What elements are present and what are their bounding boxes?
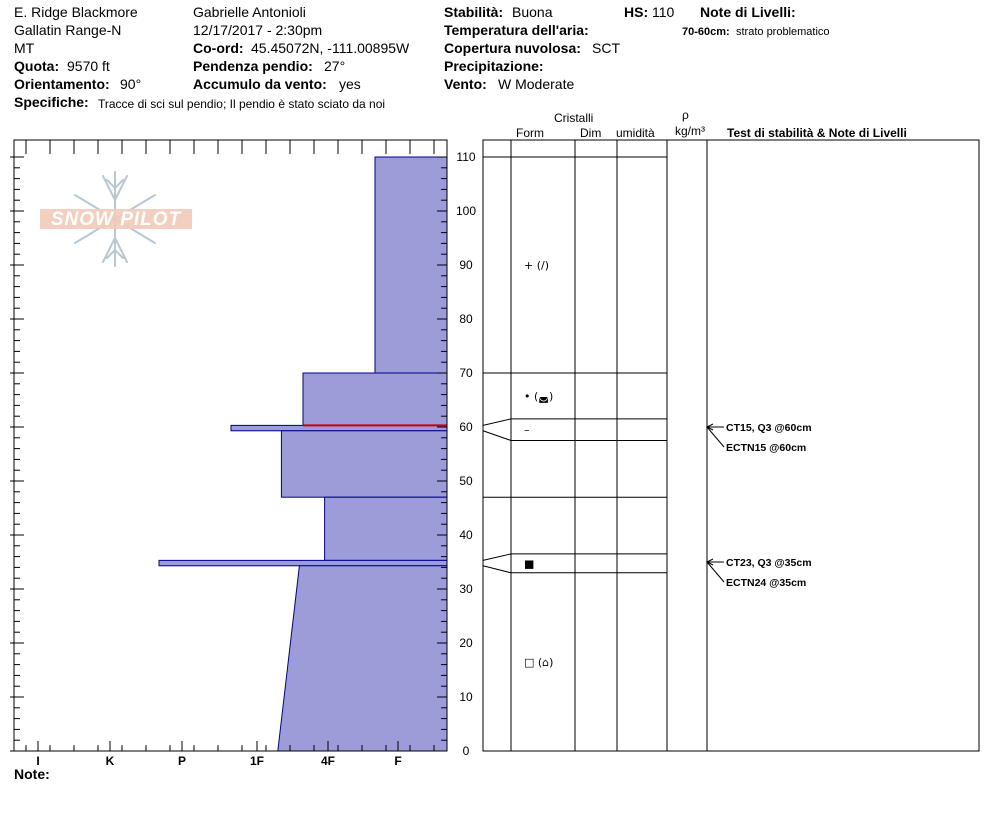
hs-label: HS: [624,4,649,20]
crystal-form-1: • (◛) [524,390,553,403]
form-header: Form [516,126,544,140]
depth-ticks: 0 10 20 30 40 50 60 70 80 90 100 110 [10,150,476,758]
density-unit-header: kg/m³ [675,124,705,138]
depth-label-80: 80 [459,312,473,326]
hardness-layer-1 [302,372,448,426]
cloud-label: Copertura nuvolosa: [444,40,581,56]
hardness-label-4F: 4F [321,754,335,768]
depth-label-100: 100 [456,204,476,218]
snowpilot-logo: SNOW PILOT [51,209,182,230]
connector-line [482,553,512,561]
test-arrow [706,561,725,583]
aspect-value: 90° [120,76,142,92]
hardness-label-I: I [36,754,39,768]
depth-label-110: 110 [456,150,475,164]
crystals-header: Cristalli [554,111,594,125]
aspect-label: Orientamento: [14,76,110,92]
hardness-layer-0 [374,156,448,374]
hardness-label-P: P [178,754,186,768]
hardness-label-K: K [106,754,115,768]
hardness-layer-3 [280,430,448,498]
hardness-label-F: F [394,754,401,768]
layer-notes-label: Note di Livelli: [700,4,796,20]
hs-value: 110 [652,4,675,20]
layer-note-depth: 70-60cm: [682,26,730,38]
state: MT [14,40,35,56]
crystal-form-0: + (/) [524,259,549,272]
depth-label-10: 10 [459,690,473,704]
hardness-layer-5 [158,559,448,567]
slope-label: Pendenza pendio: [193,58,313,74]
range: Gallatin Range-N [14,22,122,38]
elevation-value: 9570 ft [67,58,110,74]
air-temp-label: Temperatura dell'aria: [444,22,589,38]
wind-label: Vento: [444,76,487,92]
tests-header: Test di stabilità & Note di Livelli [727,126,907,140]
wind-loading-label: Accumulo da vento: [193,76,327,92]
layer-note-text: strato problematico [736,26,830,38]
chart-frame: I K P 1F 4F F [13,139,448,768]
depth-label-40: 40 [459,528,473,542]
coord-label: Co-ord: [193,40,244,56]
depth-label-30: 30 [459,582,473,596]
depth-label-70: 70 [459,366,473,380]
datetime: 12/17/2017 - 2:30pm [193,22,323,38]
test-label2-1: ECTN24 @35cm [726,577,806,589]
wind-loading-value: yes [339,76,361,92]
stability-tests: CT15, Q3 @60cm ECTN15 @60cm CT23, Q3 @35cm… [705,422,812,589]
stability-label: Stabilità: [444,4,504,20]
test-label2-0: ECTN15 @60cm [726,442,806,454]
slope-value: 27° [324,58,346,74]
notes-label: Note: [14,766,50,782]
connector-line [482,430,512,441]
location: E. Ridge Blackmore [14,4,138,20]
cloud-value: SCT [592,40,620,56]
moisture-header: umidità [616,126,655,140]
crystal-grid: + (/) • (◛) – ■ □ (⌂) [482,139,980,752]
depth-label-60: 60 [459,420,473,434]
test-label-1: CT23, Q3 @35cm [726,557,812,569]
specifics-value: Tracce di sci sul pendio; Il pendio è st… [98,97,386,111]
test-label-0: CT15, Q3 @60cm [726,422,812,434]
logo-banner [40,209,192,229]
rho-header: ρ [682,108,689,122]
coord-value: 45.45072N, -111.00895W [251,40,410,56]
crystal-form-5: ■ [524,557,534,570]
specifics-label: Specifiche: [14,94,89,110]
wind-value: W Moderate [498,76,575,92]
crystal-form-6: □ (⌂) [524,656,553,669]
hardness-label-1F: 1F [250,754,264,768]
crystal-form-2: – [524,424,530,437]
test-arrow [706,426,725,448]
crystal-frame [482,139,980,752]
connector-line [482,565,512,574]
hardness-layer-4 [324,496,448,561]
depth-label-90: 90 [459,258,473,272]
hardness-layers [158,156,448,752]
depth-label-50: 50 [459,474,473,488]
elevation-label: Quota: [14,58,60,74]
profile-frame [13,139,448,752]
stability-value: Buona [512,4,553,20]
depth-label-0: 0 [463,744,470,758]
depth-label-20: 20 [459,636,473,650]
dim-header: Dim [580,126,602,140]
arrow-head [705,423,714,431]
observer: Gabrielle Antonioli [193,4,306,20]
precip-label: Precipitazione: [444,58,544,74]
connector-line [482,418,512,426]
arrow-head [705,558,714,566]
hardness-layer-6 [277,565,448,752]
